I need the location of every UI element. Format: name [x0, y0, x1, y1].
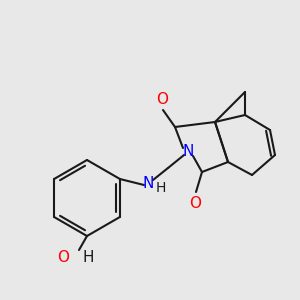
- Text: H: H: [83, 250, 94, 265]
- Text: H: H: [156, 181, 166, 195]
- Text: N: N: [182, 145, 194, 160]
- Text: N: N: [142, 176, 154, 190]
- Text: O: O: [156, 92, 168, 107]
- Text: O: O: [57, 250, 69, 265]
- Text: O: O: [189, 196, 201, 211]
